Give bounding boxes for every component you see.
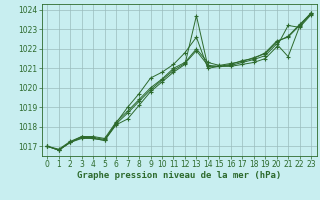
X-axis label: Graphe pression niveau de la mer (hPa): Graphe pression niveau de la mer (hPa)	[77, 171, 281, 180]
